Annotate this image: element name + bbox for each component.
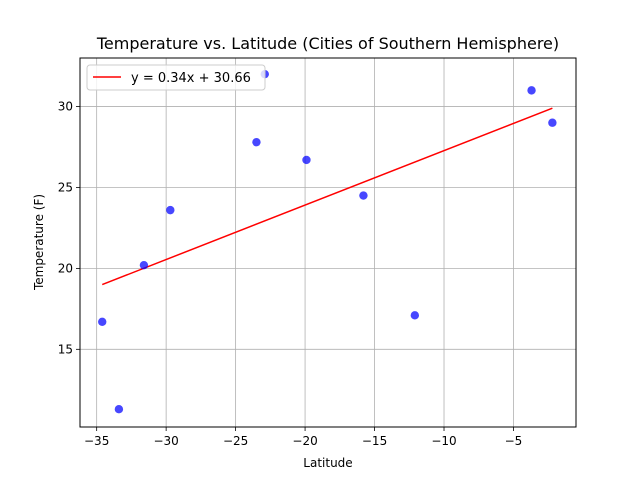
regression-line-group	[101, 107, 553, 286]
chart-title: Temperature vs. Latitude (Cities of Sout…	[96, 34, 559, 53]
scatter-point	[98, 317, 107, 327]
scatter-point	[359, 191, 368, 200]
y-axis-label: Temperature (F)	[32, 194, 46, 291]
scatter-point	[139, 260, 149, 270]
x-tick-label: −10	[431, 434, 456, 448]
y-tick-label: 25	[58, 180, 73, 194]
scatter-point	[548, 118, 557, 127]
regression-line	[101, 107, 553, 286]
y-tick-label: 20	[58, 261, 73, 275]
legend: y = 0.34x + 30.66	[86, 64, 266, 91]
y-tick-label: 15	[58, 342, 73, 356]
x-tick-label: −5	[505, 434, 523, 448]
x-tick-label: −20	[292, 434, 317, 448]
scatter-point	[527, 86, 536, 95]
data-points	[98, 69, 557, 414]
x-tick-label: −35	[84, 434, 109, 448]
scatter-point	[302, 155, 311, 165]
scatter-point	[252, 137, 261, 147]
scatter-point	[114, 404, 124, 414]
plot-area-frame	[79, 57, 577, 428]
y-tick-label: 30	[58, 100, 73, 114]
x-tick-label: −30	[153, 434, 178, 448]
x-axis-ticks: −35 −30 −25 −20 −15 −10 −5	[84, 427, 522, 448]
y-axis-ticks: 15 20 25 30	[58, 100, 80, 356]
scatter-point	[410, 311, 420, 320]
grid-lines	[80, 58, 576, 427]
scatter-point	[166, 205, 175, 215]
x-axis-label: Latitude	[303, 456, 352, 470]
legend-label: y = 0.34x + 30.66	[131, 71, 251, 86]
legend-box	[86, 64, 266, 91]
x-tick-label: −15	[362, 434, 387, 448]
x-tick-label: −25	[223, 434, 248, 448]
